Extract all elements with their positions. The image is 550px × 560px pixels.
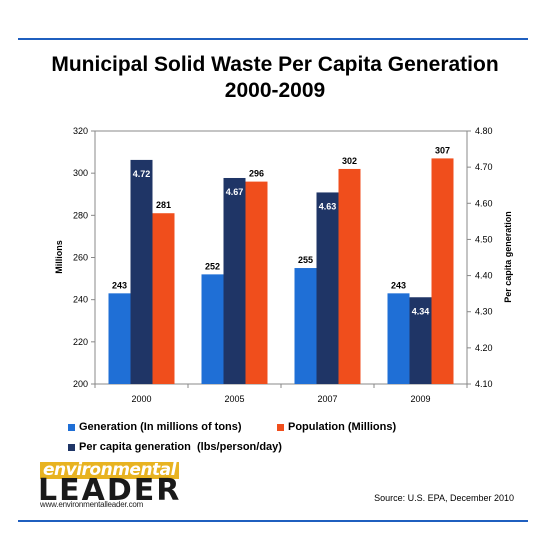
legend-swatch-generation	[68, 423, 75, 431]
source-note: Source: U.S. EPA, December 2010	[374, 493, 514, 503]
y2-tick-label: 4.10	[475, 379, 493, 389]
data-label-generation: 243	[112, 280, 127, 290]
bottom-rule	[18, 520, 528, 522]
legend-item-population: Population (Millions)	[277, 421, 396, 433]
chart-title: Municipal Solid Waste Per Capita Generat…	[0, 52, 550, 104]
bar-generation	[201, 274, 224, 384]
data-label-generation: 243	[391, 280, 406, 290]
bar-generation	[387, 293, 410, 384]
y2-axis-label: Per capita generation	[503, 211, 513, 303]
y2-tick-label: 4.40	[475, 271, 493, 281]
y-tick-label: 320	[73, 126, 88, 136]
y-tick-label: 200	[73, 379, 88, 389]
logo-word-leader: LEADER	[38, 473, 182, 508]
y2-tick-label: 4.80	[475, 126, 493, 136]
y2-tick-label: 4.70	[475, 162, 493, 172]
environmental-leader-logo[interactable]: environmental LEADER www.environmentalle…	[38, 462, 179, 510]
bar-per-capita	[223, 177, 246, 384]
data-label-generation: 252	[205, 261, 220, 271]
bar-population	[152, 213, 175, 384]
y2-tick-label: 4.30	[475, 307, 493, 317]
bar-per-capita	[409, 297, 432, 384]
bar-per-capita	[130, 159, 153, 384]
y-tick-label: 240	[73, 295, 88, 305]
legend-swatch-per-capita	[68, 443, 75, 451]
logo-url: www.environmentalleader.com	[40, 500, 144, 509]
y-tick-label: 280	[73, 210, 88, 220]
data-label-per-capita: 4.67	[226, 187, 244, 197]
data-label-per-capita: 4.72	[133, 169, 151, 179]
top-rule	[18, 38, 528, 40]
bar-generation	[294, 268, 317, 384]
bar-population	[245, 181, 268, 384]
x-tick-label: 2007	[317, 394, 337, 404]
y-tick-label: 260	[73, 253, 88, 263]
legend-item-generation: Generation (In millions of tons)	[68, 421, 242, 433]
legend-swatch-population	[277, 423, 284, 431]
x-tick-label: 2005	[224, 394, 244, 404]
y-axis-label: Millions	[54, 240, 64, 274]
data-label-population: 302	[342, 156, 357, 166]
y2-tick-label: 4.60	[475, 198, 493, 208]
bar-per-capita	[316, 192, 339, 384]
logo-word-environmental: environmental	[40, 462, 179, 479]
y-tick-label: 220	[73, 337, 88, 347]
legend-label-generation: Generation (In millions of tons)	[79, 421, 242, 433]
x-tick-label: 2009	[410, 394, 430, 404]
x-tick-label: 2000	[131, 394, 151, 404]
data-label-population: 281	[156, 200, 171, 210]
bar-population	[338, 168, 361, 384]
bar-population	[431, 158, 454, 384]
chart-title-line1: Municipal Solid Waste Per Capita Generat…	[51, 53, 499, 76]
legend-label-population: Population (Millions)	[288, 421, 397, 433]
legend-item-per-capita: Per capita generation (lbs/person/day)	[68, 441, 282, 453]
y-tick-label: 300	[73, 168, 88, 178]
bar-generation	[108, 293, 131, 384]
y2-tick-label: 4.50	[475, 234, 493, 244]
chart-title-line2: 2000-2009	[224, 79, 326, 102]
legend-label-per-capita: Per capita generation (lbs/person/day)	[79, 441, 282, 453]
data-label-population: 307	[435, 145, 450, 155]
data-label-population: 296	[249, 169, 264, 179]
data-label-per-capita: 4.63	[319, 201, 337, 211]
y2-tick-label: 4.20	[475, 343, 493, 353]
data-label-generation: 255	[298, 255, 313, 265]
data-label-per-capita: 4.34	[412, 306, 430, 316]
